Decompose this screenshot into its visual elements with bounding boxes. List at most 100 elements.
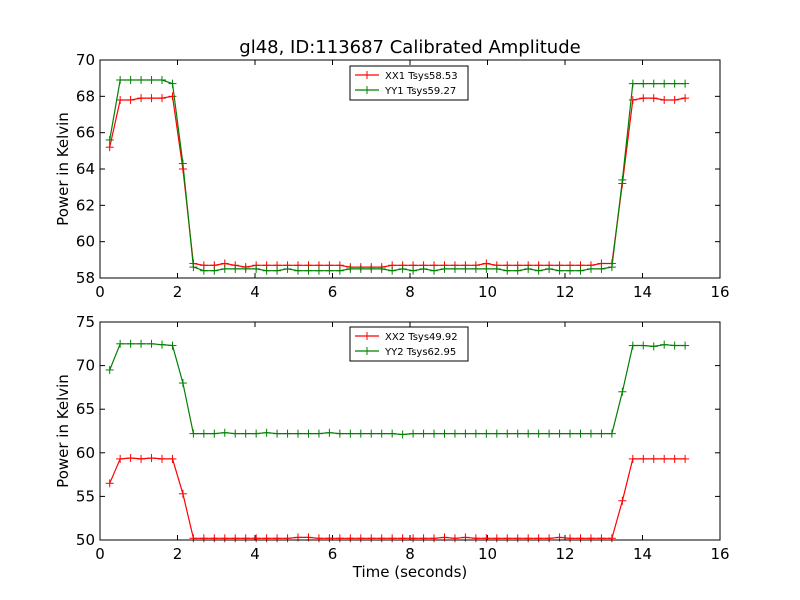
data-point — [283, 429, 292, 438]
legend-box — [349, 326, 469, 362]
data-point — [628, 95, 637, 104]
data-point — [168, 454, 177, 463]
data-point — [158, 454, 166, 463]
data-point — [681, 341, 690, 350]
x-tick-label: 12 — [555, 545, 574, 563]
data-point — [450, 264, 459, 273]
legend: XX1 Tsys58.53 YY1 Tsys59.27 — [349, 65, 469, 101]
data-point — [597, 264, 606, 273]
data-point — [273, 429, 282, 438]
data-point — [545, 264, 554, 273]
data-point — [597, 429, 606, 438]
y-tick-label: 50 — [76, 531, 95, 549]
data-point — [199, 429, 208, 438]
series-2 — [105, 339, 690, 439]
data-point — [649, 342, 658, 351]
data-point — [586, 264, 595, 273]
x-tick-label: 8 — [405, 545, 415, 563]
data-point — [513, 266, 522, 275]
data-point — [189, 263, 198, 272]
data-point — [471, 429, 480, 438]
x-tick-label: 10 — [478, 283, 497, 301]
data-point — [586, 534, 595, 543]
data-point — [273, 534, 282, 543]
x-tick-label: 8 — [405, 283, 415, 301]
data-point — [262, 266, 271, 275]
data-point — [430, 429, 439, 438]
data-point — [419, 264, 428, 273]
data-point — [199, 534, 208, 543]
x-tick-label: 6 — [328, 545, 338, 563]
y-axis-label: Power in Kelvin — [54, 374, 72, 488]
data-point — [325, 266, 334, 275]
data-point — [367, 429, 376, 438]
x-tick-label: 2 — [173, 283, 183, 301]
data-point — [126, 75, 135, 84]
data-point — [283, 264, 292, 273]
data-point — [304, 266, 313, 275]
data-point — [105, 135, 114, 144]
y-tick-label: 68 — [76, 87, 95, 105]
data-point — [335, 266, 344, 275]
data-point — [513, 429, 522, 438]
data-point — [168, 92, 177, 101]
data-point — [607, 429, 616, 438]
data-point — [356, 429, 365, 438]
data-point — [220, 534, 229, 543]
x-tick-label: 4 — [250, 283, 260, 301]
data-point — [681, 94, 690, 103]
y-tick-label: 58 — [76, 269, 95, 287]
data-point — [660, 340, 669, 349]
data-point — [409, 266, 418, 275]
data-point — [419, 534, 428, 543]
x-tick-label: 6 — [328, 283, 338, 301]
data-point — [398, 430, 407, 439]
data-point — [503, 534, 512, 543]
data-point — [628, 79, 637, 88]
data-point — [189, 534, 198, 543]
legend-entry: YY1 Tsys59.27 — [355, 86, 456, 97]
y-tick-label: 70 — [76, 51, 95, 69]
data-point — [137, 94, 146, 103]
data-point — [670, 95, 679, 104]
y-tick-label: 55 — [76, 487, 95, 505]
data-point — [231, 534, 240, 543]
data-point — [492, 264, 501, 273]
data-point — [168, 79, 177, 88]
data-point — [398, 534, 407, 543]
data-point — [430, 534, 439, 543]
y-tick-label: 70 — [76, 357, 95, 375]
data-point — [524, 429, 533, 438]
data-point — [670, 79, 679, 88]
data-point — [147, 94, 156, 103]
data-point — [367, 534, 376, 543]
data-point — [356, 264, 365, 273]
data-point — [576, 429, 585, 438]
data-point — [126, 339, 135, 348]
data-point — [461, 264, 470, 273]
data-point — [262, 534, 271, 543]
data-point — [681, 79, 690, 88]
data-point — [597, 534, 606, 543]
data-point — [168, 341, 177, 350]
legend-label: YY1 Tsys59.27 — [384, 86, 456, 97]
data-point — [409, 534, 418, 543]
data-point — [639, 454, 648, 463]
data-point — [586, 429, 595, 438]
data-point — [241, 429, 250, 438]
data-point — [482, 534, 491, 543]
data-point — [534, 266, 543, 275]
data-point — [618, 496, 627, 505]
data-point — [450, 429, 459, 438]
y-tick-label: 65 — [76, 400, 95, 418]
data-point — [210, 266, 219, 275]
plot-frame — [99, 321, 721, 541]
chart-title: gl48, ID:113687 Calibrated Amplitude — [239, 37, 580, 58]
data-point — [231, 264, 240, 273]
data-point — [147, 75, 156, 84]
data-point — [105, 479, 114, 488]
data-point — [252, 264, 261, 273]
data-point — [126, 454, 135, 463]
